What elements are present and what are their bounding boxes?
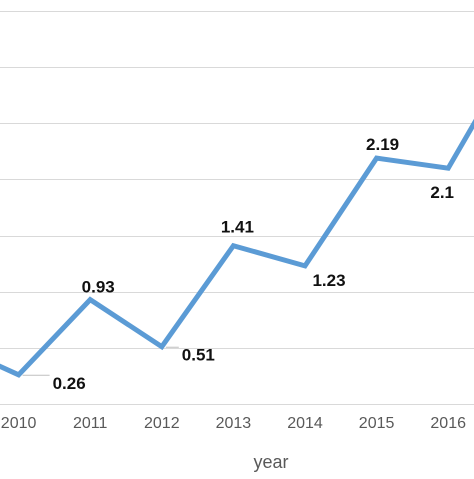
series-line	[0, 45, 474, 375]
data-label: 1.23	[312, 271, 345, 290]
x-tick-label: 2016	[430, 415, 466, 432]
x-tick-label: 2012	[144, 415, 180, 432]
series-line-layer	[0, 45, 474, 375]
x-axis-ticks: 2010 2011 2012 2013 2014 2015 2016	[1, 415, 466, 432]
x-tick-label: 2015	[359, 415, 395, 432]
x-tick-label: 2013	[216, 415, 252, 432]
x-axis-title: year	[253, 452, 288, 472]
data-labels: 0.26 0.93 0.51 1.41 1.23 2.19 2.1	[23, 135, 454, 393]
data-label: 1.41	[221, 218, 254, 237]
data-label: 0.93	[82, 278, 115, 297]
x-tick-label: 2011	[73, 415, 108, 432]
x-tick-label: 2014	[287, 415, 323, 432]
x-tick-label: 2010	[1, 415, 37, 432]
data-label: 0.51	[182, 346, 215, 365]
data-label: 2.1	[430, 183, 454, 202]
gridlines	[0, 12, 474, 405]
data-label: 2.19	[366, 135, 399, 154]
data-label: 0.26	[53, 374, 86, 393]
